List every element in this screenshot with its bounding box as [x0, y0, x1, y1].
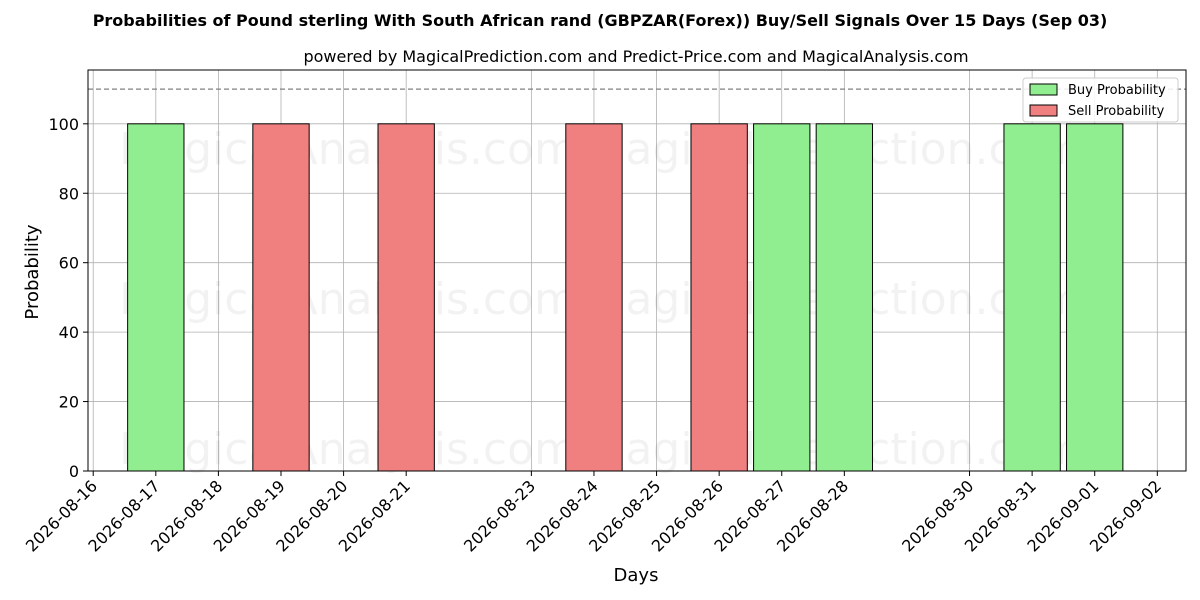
y-tick-label: 20 — [59, 393, 79, 412]
bar — [127, 123, 185, 472]
bar — [377, 123, 435, 472]
y-tick-label: 40 — [59, 323, 79, 342]
legend-swatch — [1029, 83, 1058, 96]
x-axis-label: Days — [614, 565, 659, 586]
y-tick-label: 80 — [59, 184, 79, 203]
legend-label: Sell Probability — [1068, 104, 1165, 119]
y-axis-label: Probability — [22, 224, 43, 319]
plot-frame — [87, 69, 1187, 472]
chart-subtitle: powered by MagicalPrediction.com and Pre… — [303, 47, 968, 66]
x-axis: 2026-08-162026-08-172026-08-182026-08-19… — [22, 471, 1165, 556]
bar — [753, 123, 811, 472]
legend-label: Buy Probability — [1068, 83, 1166, 98]
bar — [1003, 123, 1061, 472]
bar — [1066, 123, 1124, 472]
bar — [690, 123, 748, 472]
bar — [252, 123, 310, 472]
y-tick-label: 60 — [59, 254, 79, 273]
watermark: MagicalAnalysis.com — [119, 424, 577, 475]
legend-swatch — [1029, 104, 1058, 117]
watermark: MagicalAnalysis.com — [119, 274, 577, 325]
y-axis: 0 20 40 60 80 100 — [48, 115, 88, 481]
y-tick-label: 100 — [48, 115, 79, 134]
legend-box — [1022, 77, 1179, 123]
y-tick-label: 0 — [69, 462, 79, 481]
chart-title: Probabilities of Pound sterling With Sou… — [93, 11, 1108, 30]
bar — [815, 123, 874, 472]
bar — [565, 123, 623, 472]
watermark: MagicalAnalysis.com — [119, 124, 577, 175]
legend: Buy Probability Sell Probability — [1022, 77, 1179, 123]
